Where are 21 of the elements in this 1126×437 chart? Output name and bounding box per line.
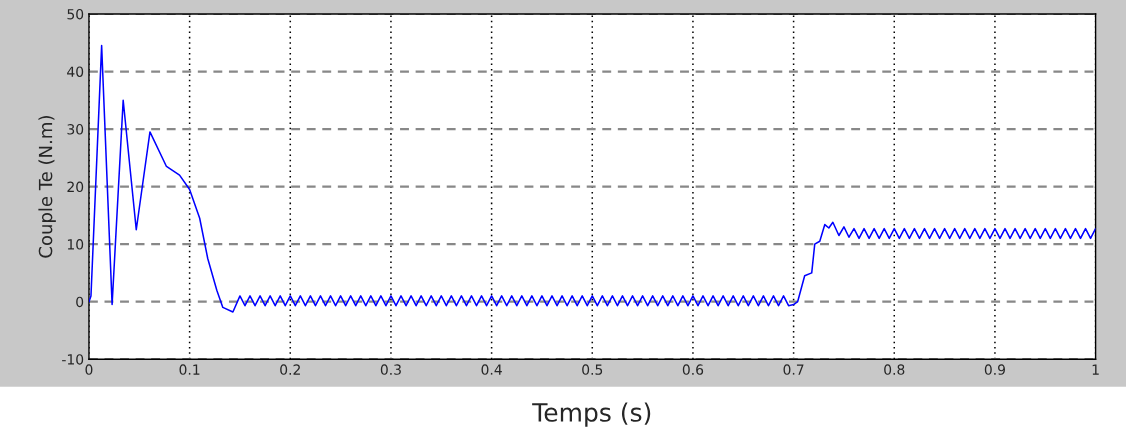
y-tick-label: 10 (67, 239, 84, 250)
y-tick-label: 40 (67, 66, 84, 77)
x-tick-label: 0.8 (884, 364, 905, 375)
y-tick-label: 30 (67, 124, 84, 135)
x-tick-label: 0.3 (380, 364, 401, 375)
x-tick-label: 0 (85, 364, 93, 375)
x-tick-label: 0.6 (682, 364, 704, 375)
y-tick-label: 20 (67, 181, 84, 193)
x-tick-label: 1 (1092, 364, 1099, 375)
x-tick-label: 0.4 (481, 364, 502, 375)
x-axis-title: Temps (s) (532, 402, 651, 427)
y-tick-label: 50 (67, 8, 84, 20)
y-tick-label: -10 (62, 354, 84, 365)
y-axis-title: Couple Te (N.m) (38, 116, 56, 258)
x-tick-label: 0.1 (179, 364, 200, 375)
x-tick-label: 0.9 (984, 364, 1005, 375)
x-tick-label: 0.7 (783, 364, 804, 375)
x-tick-label: 0.2 (280, 364, 300, 375)
y-tick-label: 0 (76, 296, 84, 308)
x-tick-label: 0.5 (582, 364, 603, 375)
line-series (88, 44, 1096, 313)
